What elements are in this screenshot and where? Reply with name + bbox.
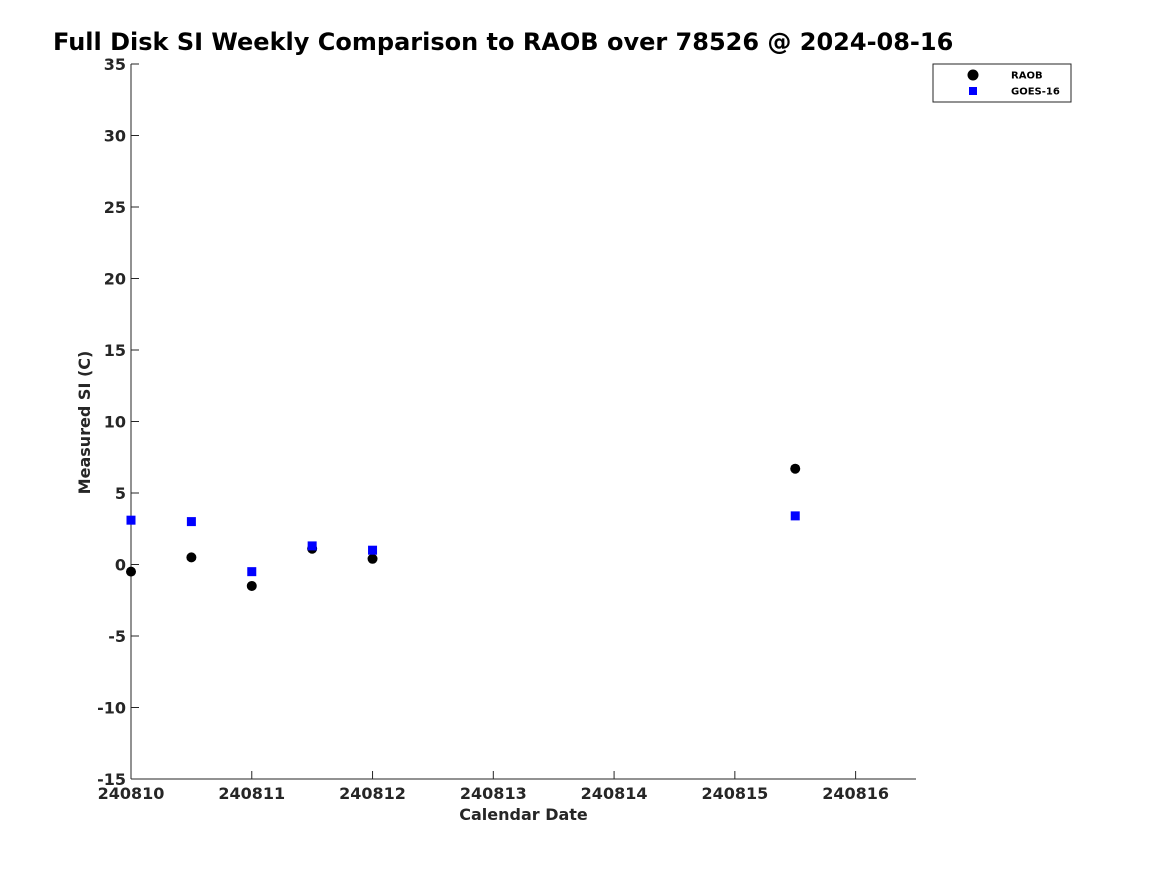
raob-point <box>790 463 801 474</box>
y-tick-label: 25 <box>104 198 126 217</box>
y-axis-label: Measured SI (C) <box>75 351 94 495</box>
legend-label: RAOB <box>1011 71 1043 82</box>
x-tick-label: 240812 <box>339 784 406 803</box>
data-points <box>126 463 801 591</box>
y-tick-label: 10 <box>104 413 126 432</box>
x-tick-label: 240814 <box>581 784 648 803</box>
legend-box <box>932 63 1072 103</box>
legend: RAOB GOES-16 <box>932 63 1072 103</box>
raob-point <box>367 553 378 564</box>
y-tick-label: 30 <box>104 127 126 146</box>
goes-point <box>790 511 800 521</box>
goes-point <box>368 545 378 555</box>
chart-title: Full Disk SI Weekly Comparison to RAOB o… <box>53 28 954 56</box>
y-tick-label: 5 <box>115 484 126 503</box>
x-tick-label: 240816 <box>822 784 889 803</box>
raob-point <box>246 580 257 591</box>
y-tick-label: 0 <box>115 556 126 575</box>
raob-point <box>126 566 136 577</box>
legend-label: GOES-16 <box>1011 87 1060 98</box>
x-tick-label: 240811 <box>218 784 285 803</box>
goes-point <box>186 517 196 527</box>
legend-raob-marker <box>967 69 979 81</box>
y-tick-label: 35 <box>104 55 126 74</box>
y-tick-label: 20 <box>104 270 126 289</box>
y-tick-label: 15 <box>104 341 126 360</box>
y-axis-ticks: 35 30 25 20 15 10 5 0 -5 -10 -15 <box>97 55 139 789</box>
y-tick-label: -15 <box>97 770 126 789</box>
y-tick-label: -10 <box>97 699 126 718</box>
legend-goes-marker <box>969 87 977 95</box>
x-axis-label: Calendar Date <box>459 805 588 824</box>
goes-point <box>307 541 317 551</box>
x-tick-label: 240815 <box>701 784 768 803</box>
y-tick-label: -5 <box>108 627 126 646</box>
x-axis-ticks: 240810 240811 240812 240813 240814 240815 2408… <box>98 771 889 803</box>
goes-point <box>247 567 257 577</box>
axes <box>130 64 916 780</box>
x-tick-label: 240810 <box>98 784 165 803</box>
goes-point <box>126 515 136 525</box>
x-tick-label: 240813 <box>460 784 527 803</box>
raob-point <box>186 552 197 563</box>
